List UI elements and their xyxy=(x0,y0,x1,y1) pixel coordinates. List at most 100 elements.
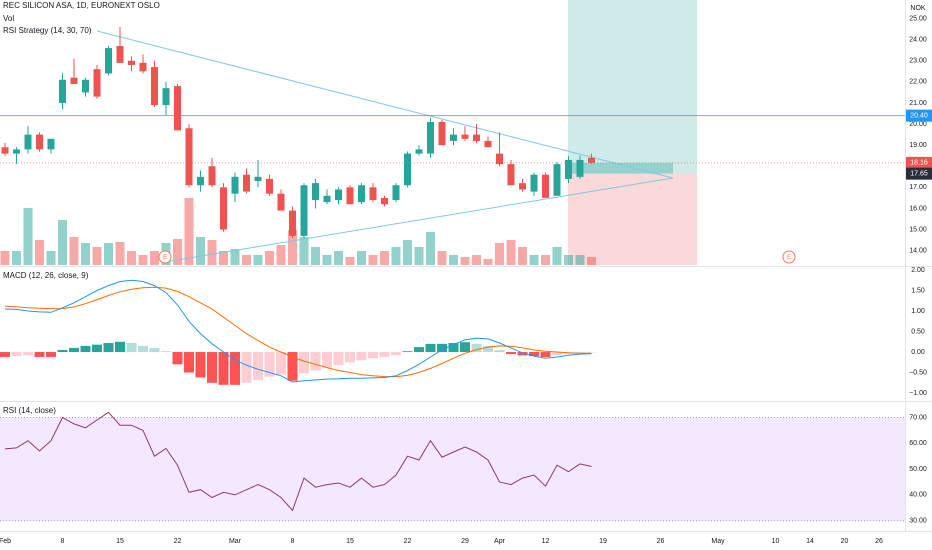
volume-bar xyxy=(253,255,263,265)
y-tick-label: 15.00 xyxy=(909,226,927,233)
volume-bar xyxy=(426,232,435,265)
y-tick-label: 70.00 xyxy=(909,414,927,421)
histogram-bar xyxy=(460,342,470,353)
candle-body xyxy=(323,195,331,203)
histogram-bar xyxy=(69,347,79,353)
x-tick-label: 15 xyxy=(346,538,354,545)
pane-title: MACD (12, 26, close, 9) xyxy=(3,271,89,280)
volume-bar xyxy=(575,255,585,265)
histogram-bar xyxy=(92,344,102,353)
background-layer xyxy=(0,0,905,522)
y-tick-label: 17.00 xyxy=(909,184,927,191)
candle-body xyxy=(473,134,480,141)
candle-body xyxy=(139,62,147,72)
y-tick-label: 1.50 xyxy=(911,287,925,294)
volume-bar xyxy=(23,208,33,265)
y-tick-label: 30.00 xyxy=(909,518,927,525)
volume-bar xyxy=(242,255,251,265)
histogram-bar xyxy=(437,343,447,353)
line-series xyxy=(4,279,592,383)
y-tick-label: 24.00 xyxy=(909,37,927,44)
histogram-bar xyxy=(172,352,183,365)
volume-bar xyxy=(207,240,217,265)
volume-bar xyxy=(414,247,424,265)
volume-bar xyxy=(173,239,182,265)
candle-body xyxy=(254,176,262,182)
candle-body xyxy=(461,134,469,139)
volume-bar xyxy=(138,255,148,265)
histogram-bar xyxy=(448,343,459,353)
trend-line xyxy=(164,177,674,263)
volume-bar xyxy=(587,257,596,265)
histogram-bar xyxy=(483,345,493,353)
volume-bar xyxy=(150,251,159,265)
volume-bar xyxy=(483,259,493,265)
volume-bar xyxy=(219,251,228,265)
candle-body xyxy=(220,187,227,230)
candle-body xyxy=(542,174,549,198)
volume-bar xyxy=(564,255,573,265)
volume-bar xyxy=(288,230,297,265)
histogram-bar xyxy=(368,352,378,359)
volume-bar xyxy=(472,255,481,265)
volume-bar xyxy=(0,251,10,265)
candle-body xyxy=(576,159,584,177)
price-label-box xyxy=(906,109,932,122)
chart-title: REC SILICON ASA, 1D, EURONEXT OSLO xyxy=(3,1,160,10)
y-tick-label: −1.00 xyxy=(909,390,927,397)
y-tick-label: 40.00 xyxy=(909,492,927,499)
histogram-bar xyxy=(471,343,482,353)
histogram-bar xyxy=(195,352,206,378)
volume-bar xyxy=(81,243,90,265)
candle-body xyxy=(312,183,319,201)
histogram-bar xyxy=(34,352,45,357)
volume-bar xyxy=(449,255,458,265)
x-tick-label: Apr xyxy=(494,538,506,545)
x-tick-label: 10 xyxy=(772,538,780,545)
y-tick-label: 60.00 xyxy=(909,440,927,447)
x-tick-label: 14 xyxy=(806,538,814,545)
y-tick-label: 21.00 xyxy=(909,100,927,107)
histogram-bar xyxy=(402,351,413,353)
volume-bar xyxy=(460,257,470,265)
pane-title: RSI (14, close) xyxy=(3,406,56,415)
y-tick-label: 2.00 xyxy=(911,267,925,274)
volume-bar xyxy=(380,251,389,265)
histogram-bar xyxy=(57,349,68,353)
candle-body xyxy=(36,134,43,150)
histogram-bar xyxy=(517,352,528,356)
volume-bar xyxy=(115,242,125,265)
candle-body xyxy=(70,77,78,84)
legend-entry: Vol xyxy=(3,14,14,23)
candle-body xyxy=(450,134,457,141)
candle-body xyxy=(369,187,377,201)
candle-body xyxy=(530,174,538,192)
line-series xyxy=(4,411,592,512)
volume-bar xyxy=(495,243,504,265)
y-tick-label: 50.00 xyxy=(909,466,927,473)
x-tick-label: 8 xyxy=(61,538,65,545)
y-tick-label: 0.50 xyxy=(911,328,925,335)
candle-body xyxy=(565,159,572,179)
volume-bar xyxy=(184,198,194,265)
candle-body xyxy=(588,157,595,163)
price-label: 17.65 xyxy=(910,170,928,177)
rsi-band xyxy=(0,417,905,521)
candle-body xyxy=(346,187,354,205)
x-tick-label: 22 xyxy=(174,538,182,545)
histogram-bar xyxy=(425,343,436,353)
candle-body xyxy=(24,134,32,150)
candle-body xyxy=(404,153,411,186)
candle-body xyxy=(381,197,388,205)
histogram-bar xyxy=(299,352,309,374)
volume-bar xyxy=(541,255,550,265)
histogram-bar xyxy=(46,352,56,357)
y-tick-label: −0.50 xyxy=(909,369,927,376)
volume-bar xyxy=(299,237,309,265)
y-tick-label: 25.00 xyxy=(909,15,927,22)
price-label: 18.16 xyxy=(910,160,928,167)
y-tick-label: 16.00 xyxy=(909,205,927,212)
candle-body xyxy=(484,140,492,148)
